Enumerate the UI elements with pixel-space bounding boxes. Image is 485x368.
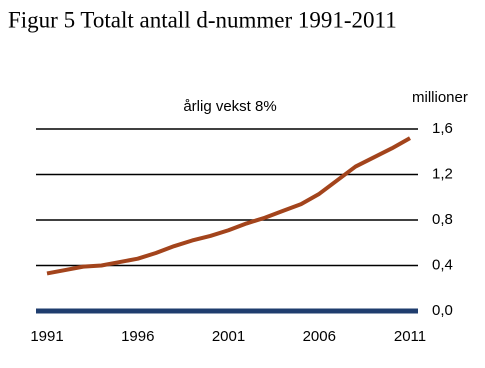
x-tick-label: 2011 <box>394 328 426 345</box>
y-tick-label: 0,0 <box>432 302 453 319</box>
x-tick-label: 1991 <box>30 328 63 345</box>
x-tick-label: 2006 <box>303 328 336 345</box>
y-tick-label: 1,6 <box>432 120 453 137</box>
x-tick-label: 1996 <box>121 328 154 345</box>
x-tick-label: 2001 <box>212 328 245 345</box>
data-line <box>46 136 411 276</box>
y-tick-label: 1,2 <box>432 165 453 182</box>
annotation: årlig vekst 8% <box>183 98 276 115</box>
y-tick-label: 0,8 <box>432 211 453 228</box>
y-axis-label: millioner <box>412 89 468 106</box>
y-tick-label: 0,4 <box>432 256 453 273</box>
chart-title: Figur 5 Totalt antall d-nummer 1991-2011 <box>8 7 397 32</box>
